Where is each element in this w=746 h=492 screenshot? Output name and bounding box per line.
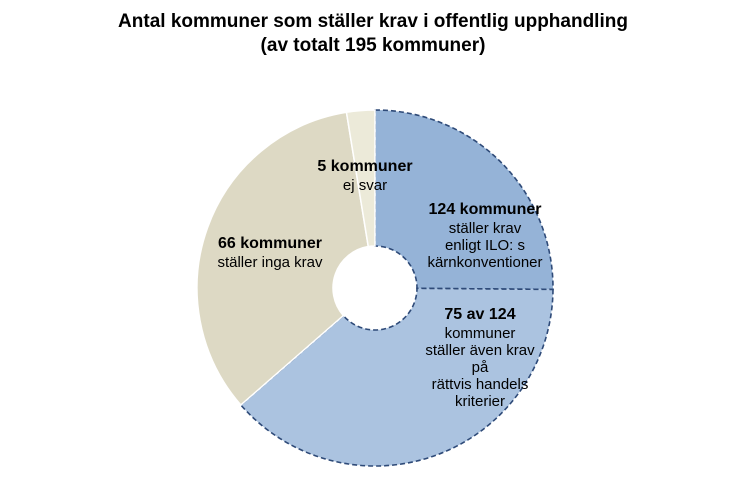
slice-label-124-main: 124 kommuner: [428, 201, 542, 218]
slice-5: [345, 109, 376, 248]
slice-label-66-main: 66 kommuner: [217, 235, 323, 252]
slice-label-5: 5 kommuner ej svar: [295, 157, 435, 194]
slice-label-124: 124 kommuner ställer krav enligt ILO: s …: [395, 200, 575, 271]
slice-label-66: 66 kommuner ställer inga krav: [195, 234, 345, 271]
slice-label-75-line5: kriterier: [454, 393, 505, 410]
slice-label-75-line3: på: [471, 359, 489, 376]
slice-label-75: 75 av 124 kommuner ställer även krav på …: [405, 305, 555, 410]
slice-label-75-line1: kommuner: [444, 325, 516, 342]
slice-label-5-line1: ej svar: [342, 177, 388, 194]
slice-label-75-line2: ställer även krav: [425, 342, 535, 359]
chart-title: Antal kommuner som ställer krav i offent…: [118, 11, 628, 32]
slice-label-75-line4: rättvis handels: [431, 376, 529, 393]
slice-75: [239, 287, 554, 467]
slice-label-75-main: 75 av 124: [444, 306, 516, 323]
slice-label-5-main: 5 kommuner: [317, 158, 413, 175]
slice-49: [374, 109, 554, 291]
slice-66: [196, 111, 370, 407]
chart-subtitle: (av totalt 195 kommuner): [260, 35, 486, 56]
slice-label-124-line3: kärnkonventioner: [427, 254, 543, 271]
slice-label-66-line1: ställer inga krav: [217, 254, 323, 271]
slice-label-124-line2: enligt ILO: s: [444, 237, 526, 254]
slice-label-124-line1: ställer krav: [448, 220, 522, 237]
